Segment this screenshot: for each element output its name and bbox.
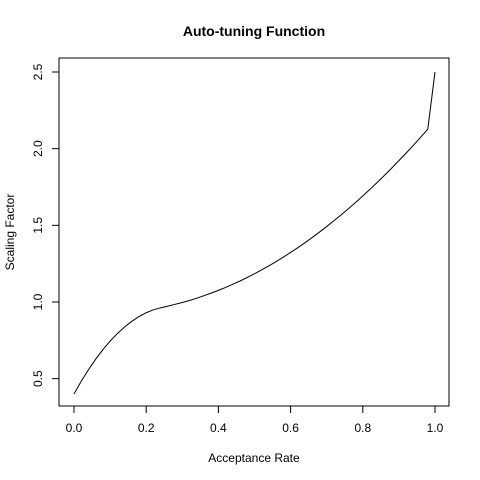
x-tick-label: 0.2 [138,421,155,435]
x-tick-label: 0.8 [354,421,371,435]
x-tick-label: 0.0 [66,421,83,435]
y-axis: 0.5 1.0 1.5 2.0 2.5 [31,63,60,387]
y-tick-label: 1.0 [31,293,45,310]
y-tick-label: 0.5 [31,370,45,387]
x-tick-label: 0.4 [210,421,227,435]
x-axis-label: Acceptance Rate [208,451,300,465]
x-axis: 0.0 0.2 0.4 0.6 0.8 1.0 [66,405,444,435]
x-tick-label: 0.6 [282,421,299,435]
y-tick-label: 2.0 [31,140,45,157]
chart-title: Auto-tuning Function [183,23,325,39]
y-axis-label: Scaling Factor [3,194,17,271]
plot-frame [58,57,450,407]
x-tick-label: 1.0 [427,421,444,435]
y-tick-label: 2.5 [31,63,45,80]
series-group [73,71,436,395]
series-line-0 [73,71,436,395]
y-tick-label: 1.5 [31,217,45,234]
